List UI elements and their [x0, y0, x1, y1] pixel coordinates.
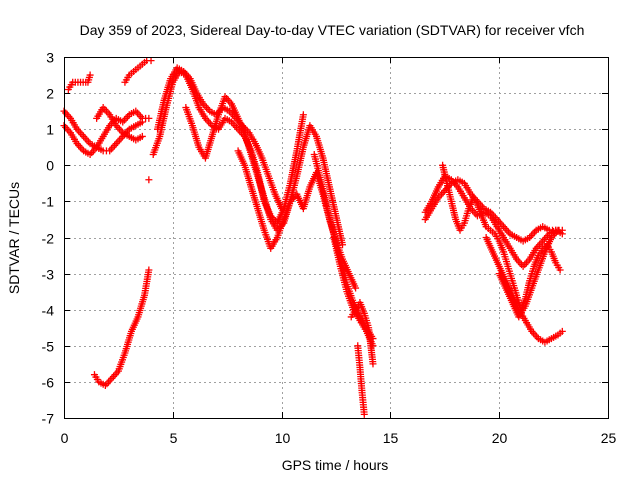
y-tick-label: 0	[46, 158, 54, 174]
data-point	[554, 226, 562, 234]
x-tick-label: 0	[61, 430, 69, 446]
series-arc-a	[60, 107, 153, 158]
plot-frame	[64, 57, 609, 419]
y-tick-label: 3	[46, 50, 54, 66]
series-arc-c	[93, 104, 146, 144]
series-arc-g	[145, 176, 153, 184]
data-point	[138, 132, 146, 140]
y-tick-label: 2	[46, 86, 54, 102]
y-tick-label: -2	[42, 231, 55, 247]
data-point	[278, 205, 286, 213]
data-point	[556, 266, 564, 274]
series-arc-t	[495, 226, 562, 321]
x-tick-label: 20	[492, 430, 508, 446]
y-tick-label: -6	[42, 375, 55, 391]
data-point	[145, 114, 153, 122]
data-point	[339, 241, 347, 249]
series-arc-e	[121, 57, 155, 86]
data-point	[138, 118, 146, 126]
chart-title: Day 359 of 2023, Sidereal Day-to-day VTE…	[80, 22, 585, 38]
data-point	[145, 176, 153, 184]
series-arc-o	[354, 342, 368, 418]
data-point	[147, 57, 155, 65]
data-point	[86, 71, 94, 79]
series-arc-f	[90, 266, 153, 390]
data-point	[558, 327, 566, 335]
series-arc-n	[347, 298, 377, 368]
data-point	[352, 284, 360, 292]
y-tick-label: -3	[42, 267, 55, 283]
y-tick-label: -4	[42, 303, 55, 319]
series-arc-j	[182, 93, 347, 249]
data-point	[145, 266, 153, 274]
x-axis-label: GPS time / hours	[282, 457, 389, 473]
data-point	[369, 360, 377, 368]
x-tick-label: 15	[383, 430, 399, 446]
tick-layer: 0 5 10 15 20 25 -7 -6 -5 -4 -3 -2 -1 0 1 2 3	[42, 50, 617, 447]
y-axis-label: SDTVAR / TECUs	[6, 182, 22, 294]
y-tick-label: 1	[46, 122, 54, 138]
series-arc-s	[482, 234, 566, 346]
series-arc-q	[421, 172, 566, 270]
data-point	[299, 111, 307, 119]
y-tick-label: -7	[42, 411, 55, 427]
data-point	[360, 410, 368, 418]
series-arc-d	[64, 71, 94, 93]
x-tick-label: 5	[170, 430, 178, 446]
x-tick-label: 25	[601, 430, 617, 446]
x-tick-label: 10	[275, 430, 291, 446]
y-tick-label: -5	[42, 339, 55, 355]
data-points-layer	[60, 57, 566, 418]
y-tick-label: -1	[42, 194, 55, 210]
